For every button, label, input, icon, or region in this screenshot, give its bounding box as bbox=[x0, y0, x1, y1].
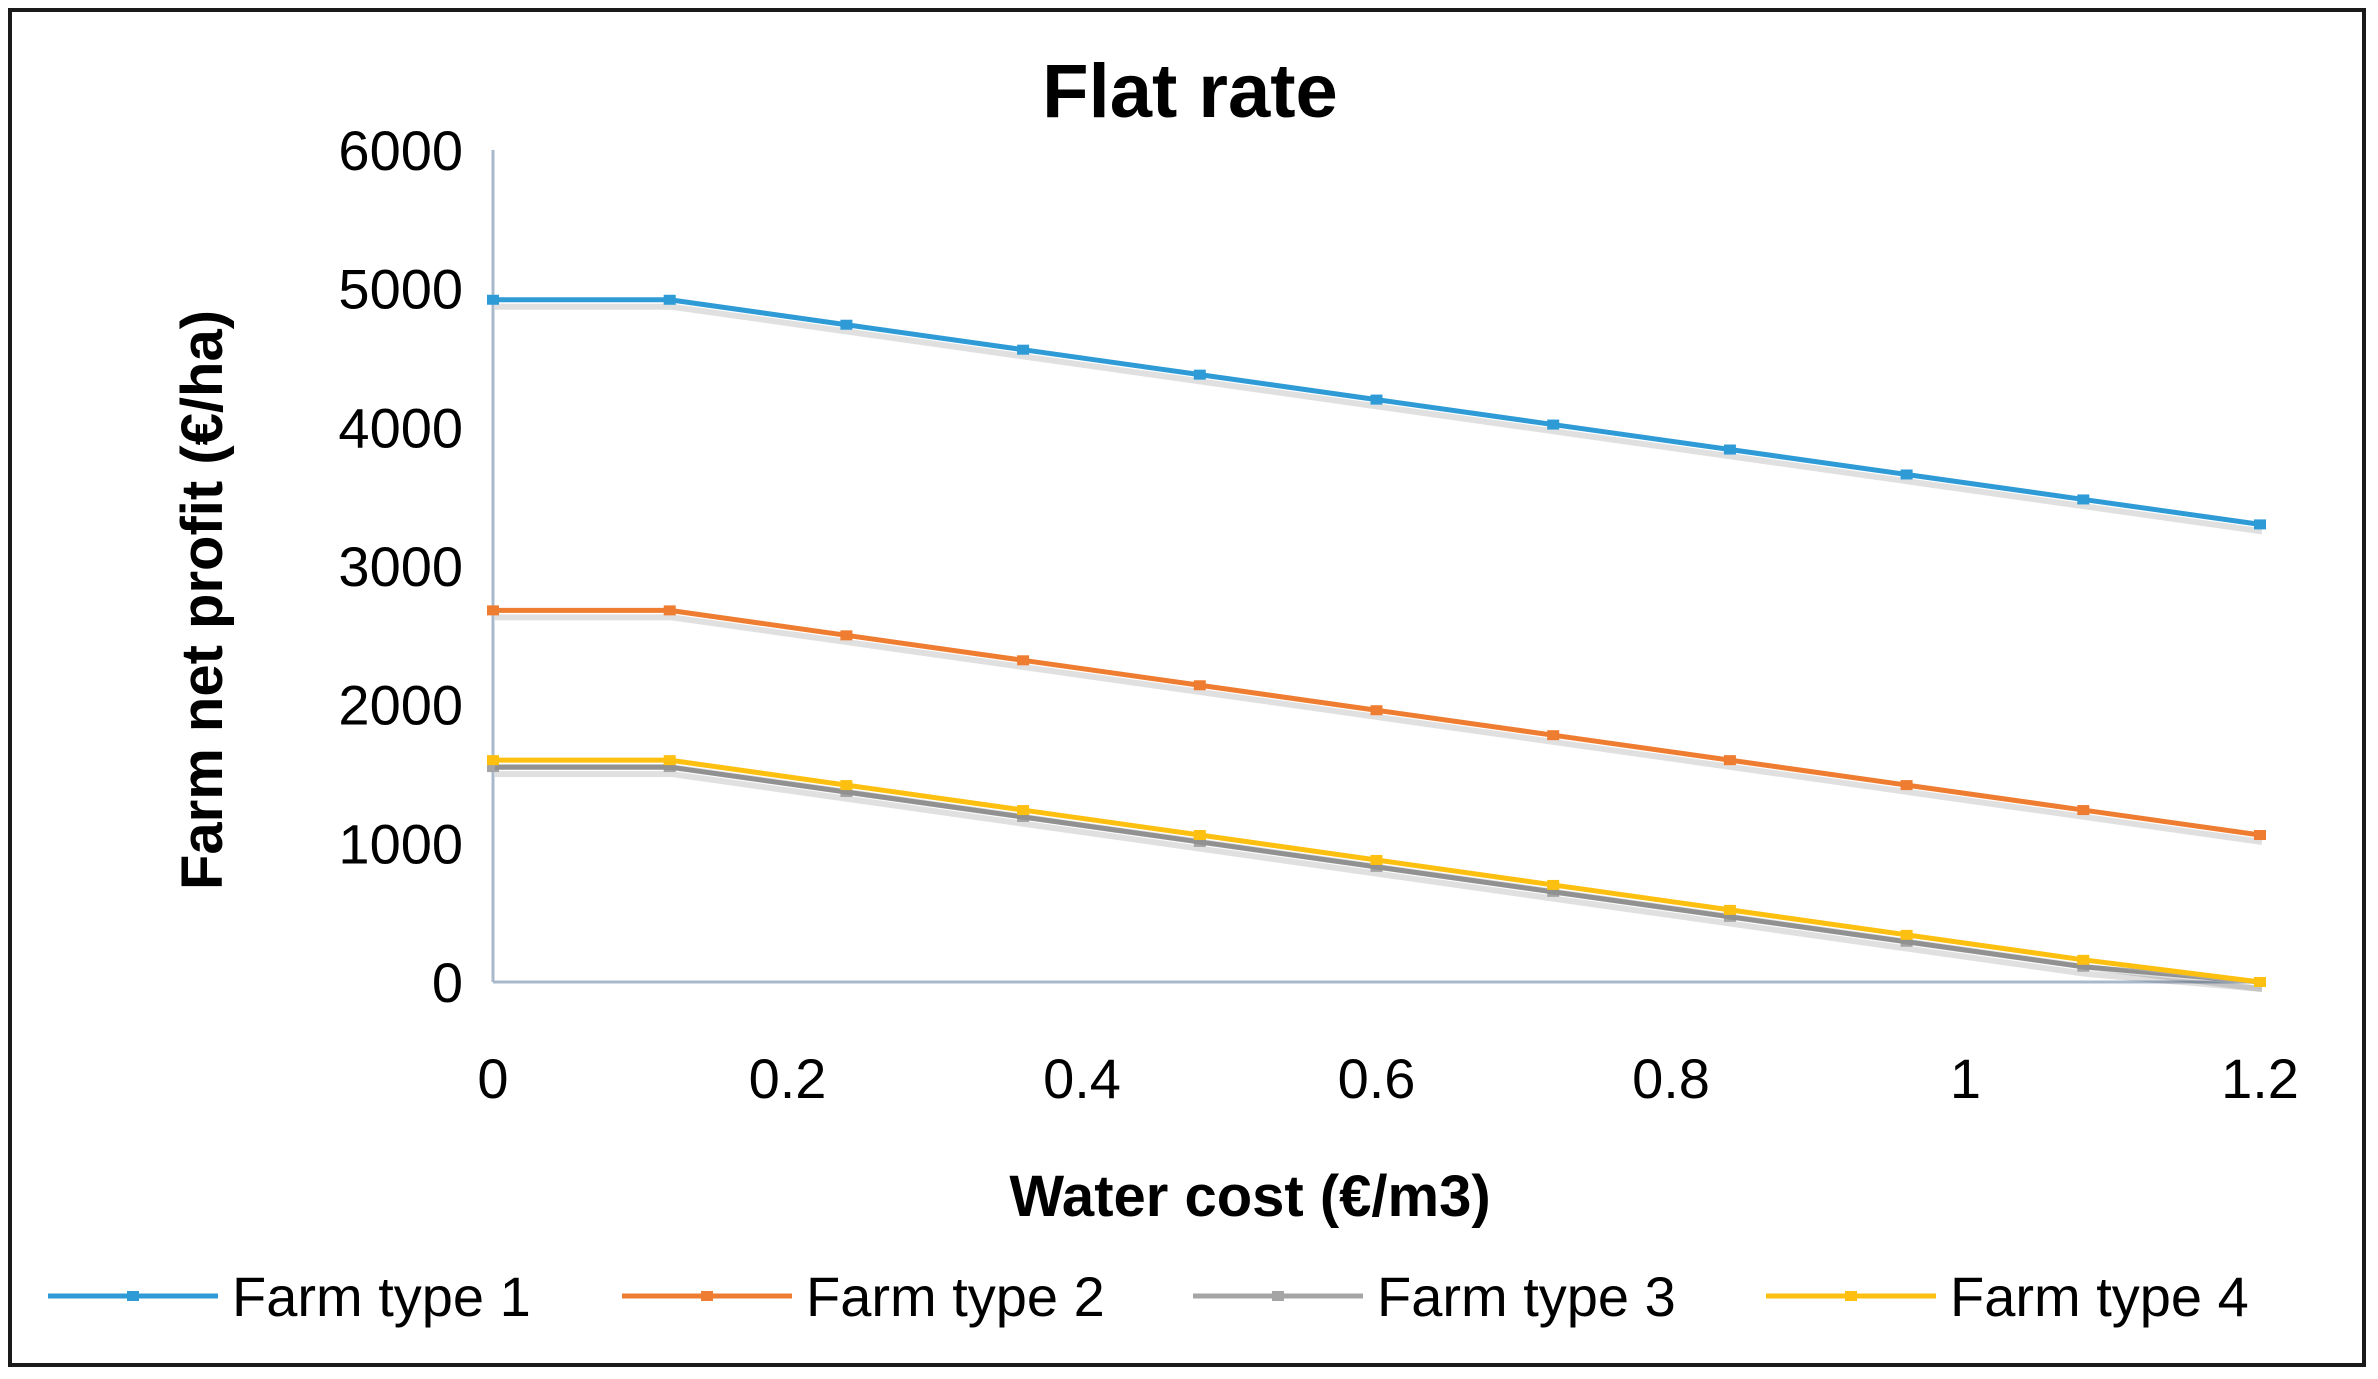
data-point-farm-type-4 bbox=[1193, 830, 1206, 841]
series-layer bbox=[487, 294, 2266, 992]
series-shadow-farm-type-3 bbox=[495, 771, 2263, 992]
x-tick-label: 0 bbox=[477, 1047, 508, 1110]
y-tick-label: 4000 bbox=[338, 396, 463, 459]
data-point-farm-type-2 bbox=[1723, 755, 1736, 766]
data-point-farm-type-4 bbox=[2254, 977, 2266, 987]
data-point-farm-type-3 bbox=[2077, 961, 2090, 972]
x-tick-label: 0.6 bbox=[1338, 1047, 1416, 1110]
data-point-farm-type-2 bbox=[1370, 705, 1383, 716]
data-point-farm-type-1 bbox=[1193, 369, 1206, 380]
data-point-farm-type-4 bbox=[1900, 929, 1913, 940]
data-point-farm-type-2 bbox=[2077, 805, 2090, 816]
legend-label-farm-type-2: Farm type 2 bbox=[806, 1265, 1105, 1328]
data-point-farm-type-2 bbox=[1547, 730, 1560, 741]
data-point-farm-type-3 bbox=[663, 762, 676, 773]
data-point-farm-type-2 bbox=[840, 630, 853, 641]
data-point-farm-type-4 bbox=[487, 755, 499, 766]
series-shadow-farm-type-1 bbox=[495, 303, 2263, 535]
legend: Farm type 1 Farm type 2 Farm type 3 Farm ty… bbox=[48, 1265, 2249, 1328]
data-point-farm-type-4 bbox=[840, 780, 853, 791]
x-axis-title: Water cost (€/m3) bbox=[1009, 1164, 1490, 1229]
data-point-farm-type-1 bbox=[487, 294, 499, 305]
y-tick-label: 1000 bbox=[338, 812, 463, 875]
data-point-farm-type-2 bbox=[1193, 680, 1206, 691]
data-point-farm-type-3 bbox=[1017, 811, 1030, 822]
y-tick-labels: 0 1000 2000 3000 4000 5000 6000 bbox=[338, 119, 463, 1014]
x-tick-label: 0.4 bbox=[1043, 1047, 1121, 1110]
data-point-farm-type-4 bbox=[1017, 805, 1030, 816]
y-tick-label: 6000 bbox=[338, 119, 463, 182]
y-tick-label: 0 bbox=[432, 951, 463, 1014]
y-tick-label: 5000 bbox=[338, 258, 463, 321]
data-point-farm-type-3 bbox=[1370, 861, 1383, 872]
data-point-farm-type-3 bbox=[1547, 886, 1560, 897]
data-point-farm-type-2 bbox=[663, 605, 676, 616]
data-point-farm-type-1 bbox=[1723, 444, 1736, 455]
data-point-farm-type-3 bbox=[1900, 936, 1913, 947]
legend-marker-farm-type-2 bbox=[701, 1291, 713, 1301]
series-shadow-farm-type-4 bbox=[495, 764, 2263, 992]
data-point-farm-type-1 bbox=[1547, 419, 1560, 430]
x-tick-label: 0.2 bbox=[749, 1047, 827, 1110]
data-point-farm-type-4 bbox=[663, 755, 676, 766]
data-point-farm-type-1 bbox=[1900, 469, 1913, 480]
legend-label-farm-type-3: Farm type 3 bbox=[1377, 1265, 1676, 1328]
data-point-farm-type-2 bbox=[2254, 830, 2266, 841]
data-point-farm-type-3 bbox=[487, 762, 499, 773]
data-point-farm-type-4 bbox=[2077, 954, 2090, 965]
data-point-farm-type-4 bbox=[1547, 879, 1560, 890]
data-point-farm-type-2 bbox=[487, 605, 499, 616]
data-point-farm-type-1 bbox=[663, 294, 676, 305]
data-point-farm-type-4 bbox=[1370, 854, 1383, 865]
data-point-farm-type-1 bbox=[2254, 519, 2266, 530]
data-point-farm-type-2 bbox=[1017, 655, 1030, 666]
legend-label-farm-type-1: Farm type 1 bbox=[232, 1265, 531, 1328]
x-tick-labels: 0 0.2 0.4 0.6 0.8 1 1.2 bbox=[477, 1047, 2299, 1110]
data-point-farm-type-3 bbox=[1723, 911, 1736, 922]
y-tick-label: 2000 bbox=[338, 674, 463, 737]
x-tick-label: 1 bbox=[1950, 1047, 1981, 1110]
data-point-farm-type-2 bbox=[1900, 780, 1913, 791]
chart-frame bbox=[8, 8, 2366, 1367]
data-point-farm-type-1 bbox=[840, 319, 853, 330]
x-tick-label: 0.8 bbox=[1632, 1047, 1710, 1110]
legend-label-farm-type-4: Farm type 4 bbox=[1950, 1265, 2249, 1328]
series-shadow-farm-type-2 bbox=[495, 614, 2263, 845]
data-point-farm-type-4 bbox=[1723, 904, 1736, 915]
data-point-farm-type-1 bbox=[1370, 394, 1383, 405]
x-tick-label: 1.2 bbox=[2221, 1047, 2299, 1110]
y-axis-title: Farm net profit (€/ha) bbox=[170, 310, 235, 890]
data-point-farm-type-3 bbox=[840, 787, 853, 798]
legend-marker-farm-type-1 bbox=[127, 1291, 139, 1301]
legend-marker-farm-type-3 bbox=[1272, 1291, 1284, 1301]
chart-title: Flat rate bbox=[1042, 49, 1338, 134]
y-tick-label: 3000 bbox=[338, 535, 463, 598]
legend-marker-farm-type-4 bbox=[1845, 1291, 1857, 1301]
data-point-farm-type-3 bbox=[1193, 836, 1206, 847]
data-point-farm-type-1 bbox=[1017, 344, 1030, 355]
data-point-farm-type-1 bbox=[2077, 494, 2090, 505]
